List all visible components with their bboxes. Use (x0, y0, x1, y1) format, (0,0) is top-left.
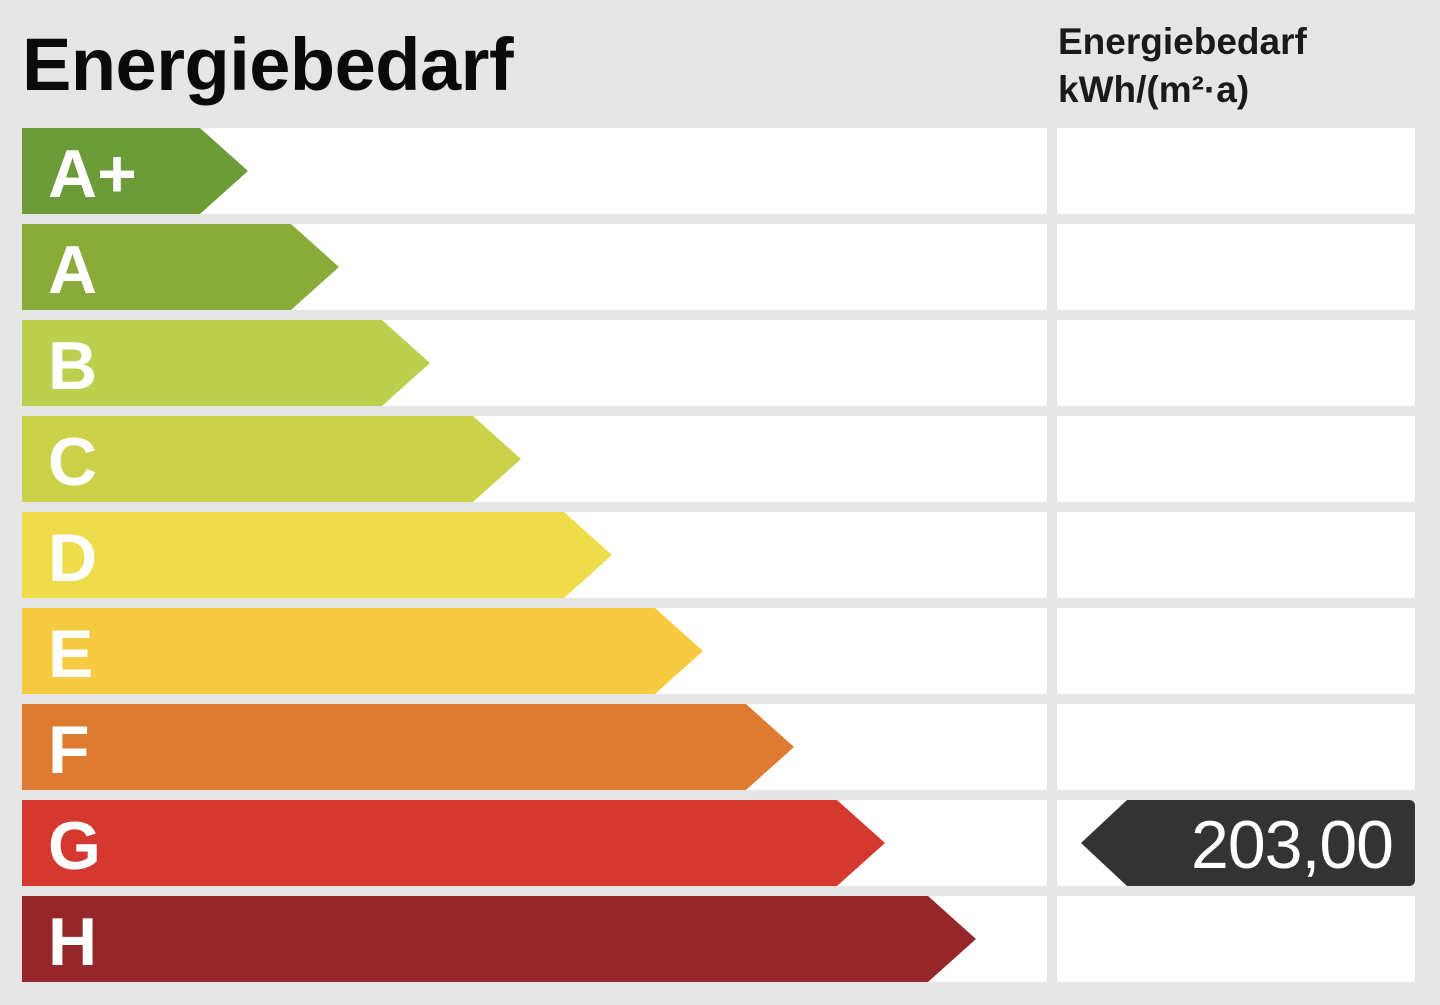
class-label: G (48, 808, 101, 884)
arrow-shape-icon (22, 512, 612, 598)
arrow-shape-icon (22, 320, 430, 406)
energy-class-row: A+ (22, 128, 1415, 214)
value-cell: 203,00 (1057, 800, 1415, 886)
class-arrow: A+ (22, 128, 248, 214)
arrow-shape-icon (22, 416, 521, 502)
value-cell (1057, 608, 1415, 694)
value-indicator: 203,00 (1081, 800, 1415, 886)
class-arrow: G (22, 800, 885, 886)
energy-class-row: A (22, 224, 1415, 310)
energy-class-row: F (22, 704, 1415, 790)
arrow-shape-icon (22, 224, 339, 310)
class-label: B (48, 328, 98, 404)
class-arrow: B (22, 320, 430, 406)
class-label: A (48, 232, 98, 308)
class-arrow: E (22, 608, 703, 694)
arrow-shape-icon (22, 128, 248, 214)
class-label: E (48, 616, 94, 692)
value-cell (1057, 128, 1415, 214)
value-cell (1057, 512, 1415, 598)
column-header-unit: kWh/(m²·a) (1058, 69, 1250, 110)
class-label: F (48, 712, 90, 788)
arrow-shape-icon (22, 800, 885, 886)
value-cell (1057, 896, 1415, 982)
indicator-value: 203,00 (1191, 807, 1394, 883)
class-arrow: C (22, 416, 521, 502)
energy-class-row: E (22, 608, 1415, 694)
class-label: C (48, 424, 98, 500)
class-arrow: F (22, 704, 794, 790)
arrow-shape-icon (22, 704, 794, 790)
energy-class-row: C (22, 416, 1415, 502)
class-label: D (48, 520, 98, 596)
class-label: H (48, 904, 98, 980)
page-title: Energiebedarf (22, 23, 514, 106)
energy-class-row: G 203,00 (22, 800, 1415, 886)
value-cell (1057, 416, 1415, 502)
arrow-shape-icon (22, 608, 703, 694)
class-arrow: D (22, 512, 612, 598)
energy-class-row: D (22, 512, 1415, 598)
value-cell (1057, 704, 1415, 790)
arrow-shape-icon (22, 896, 976, 982)
column-header: Energiebedarf kWh/(m²·a) (1058, 18, 1307, 114)
value-cell (1057, 320, 1415, 406)
energy-class-row: H (22, 896, 1415, 982)
class-label: A+ (48, 136, 137, 212)
energy-class-row: B (22, 320, 1415, 406)
indicator-arrow-icon (1081, 800, 1415, 886)
column-header-line1: Energiebedarf (1058, 21, 1307, 62)
value-cell (1057, 224, 1415, 310)
class-arrow: A (22, 224, 339, 310)
class-arrow: H (22, 896, 976, 982)
